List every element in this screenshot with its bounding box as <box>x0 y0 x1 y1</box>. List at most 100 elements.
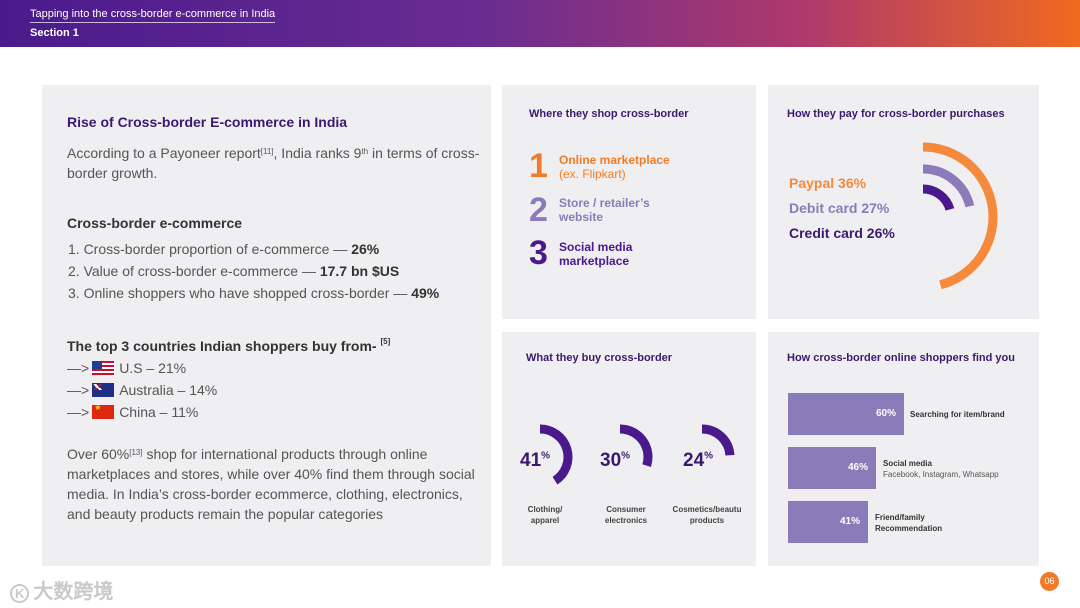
page-number: 06 <box>1040 572 1059 591</box>
category-unit: % <box>704 450 714 462</box>
us-flag-icon <box>92 361 115 375</box>
find-label-text: Social media <box>883 459 932 468</box>
category-label-line1: Consumer <box>606 505 646 514</box>
category-number: 30 <box>600 450 622 471</box>
countries-heading: The top 3 countries Indian shoppers buy … <box>67 337 391 354</box>
category-arc <box>619 424 653 468</box>
category-arc <box>539 424 573 485</box>
pay-arc <box>922 184 955 211</box>
cb-heading: Cross-border e-commerce <box>67 215 243 231</box>
panel-title: What they buy cross-border <box>526 352 673 364</box>
category-label-line1: Cosmetics/beautu <box>672 505 742 514</box>
category-label-line2: electronics <box>604 516 648 525</box>
find-label: Searching for item/brand <box>910 409 1005 420</box>
find-bar: 46% <box>788 447 876 489</box>
payment-arc-chart <box>922 142 998 290</box>
panel-title: How they pay for cross-border purchases <box>787 108 1005 120</box>
category-number: 24 <box>683 450 705 471</box>
cb-item-text: 3. Online shoppers who have shopped cros… <box>68 285 412 301</box>
find-bar: 60% <box>788 393 904 435</box>
pay-label: Paypal 36% <box>789 175 867 191</box>
category-arc-chart <box>539 424 735 485</box>
shop-label-line2: website <box>559 210 604 224</box>
category-arc <box>701 424 735 456</box>
cb-item: 3. Online shoppers who have shopped cros… <box>68 285 439 301</box>
country-text: Australia – 14% <box>119 382 218 398</box>
country-text: U.S – 21% <box>119 360 187 376</box>
arrow-icon: —> <box>67 382 90 398</box>
how-they-pay-panel: How they pay for cross-border purchases … <box>768 85 1039 319</box>
category-unit: % <box>541 450 551 462</box>
pay-arc <box>922 142 998 290</box>
category-label: Consumer electronics <box>589 504 663 526</box>
intro-text-b: , India ranks 9 <box>273 145 362 161</box>
category-percent: 24% <box>683 450 713 472</box>
intro-paragraph: According to a Payoneer report[11], Indi… <box>67 143 482 183</box>
section-label: Section 1 <box>30 27 79 39</box>
category-label: Cosmetics/beautu products <box>670 504 744 526</box>
country-text: China – 11% <box>119 404 199 420</box>
how-they-find-panel: How cross-border online shoppers find yo… <box>768 332 1039 566</box>
what-they-buy-panel: What they buy cross-border 41% 30% 24% C… <box>502 332 756 566</box>
shop-label-line1: Store / retailer’s <box>559 196 650 210</box>
category-percent: 30% <box>600 450 630 472</box>
cb-item-text: 1. Cross-border proportion of e-commerce… <box>68 241 352 257</box>
find-label-sub: Facebook, Instagram, Whatsapp <box>883 470 999 479</box>
summary-text-b: shop for international products through … <box>67 446 475 522</box>
cb-item: 2. Value of cross-border e-commerce — 17… <box>68 263 399 279</box>
summary-ref: [13] <box>129 448 143 457</box>
rank-number: 2 <box>529 191 548 229</box>
shop-label: Social media marketplace <box>559 240 632 268</box>
china-flag-icon <box>92 405 115 419</box>
find-label-text: Searching for item/brand <box>910 410 1005 419</box>
cross-border-overview-panel: Rise of Cross-border E-commerce in India… <box>42 85 491 566</box>
category-unit: % <box>621 450 631 462</box>
pay-arc <box>922 164 975 208</box>
country-item: —> Australia – 14% <box>67 382 217 398</box>
shop-label-line2: marketplace <box>559 254 630 268</box>
rank-number: 1 <box>529 147 548 185</box>
country-item: —> U.S – 21% <box>67 360 186 376</box>
find-label-sub: Recommendation <box>875 524 943 533</box>
australia-flag-icon <box>92 383 115 397</box>
category-label-line1: Clothing/ <box>527 505 563 514</box>
rank-number: 3 <box>529 234 548 272</box>
arrow-icon: —> <box>67 404 90 420</box>
find-label: Social media Facebook, Instagram, Whatsap… <box>883 458 999 480</box>
category-percent: 41% <box>520 450 550 472</box>
watermark-text: 大数跨境 <box>33 581 114 603</box>
shop-label-line2: (ex. Flipkart) <box>559 167 626 181</box>
category-label-line2: apparel <box>530 516 560 525</box>
shop-label: Store / retailer’s website <box>559 196 650 224</box>
cb-item-value: 17.7 bn $US <box>319 263 400 279</box>
cb-item: 1. Cross-border proportion of e-commerce… <box>68 241 379 257</box>
summary-paragraph: Over 60%[13] shop for international prod… <box>67 444 479 524</box>
find-bar: 41% <box>788 501 868 543</box>
cb-item-value: 26% <box>351 241 380 257</box>
header-title: Tapping into the cross-border e-commerce… <box>30 8 276 23</box>
watermark-logo: K 大数跨境 <box>10 575 113 604</box>
summary-text-a: Over 60% <box>67 446 130 462</box>
category-number: 41 <box>520 450 542 471</box>
intro-ref: [11] <box>260 147 274 156</box>
find-label: Friend/family Recommendation <box>875 512 942 534</box>
shop-label-line1: Social media <box>559 240 633 254</box>
cb-item-value: 49% <box>411 285 440 301</box>
intro-text-c: in terms of cross-border growth. <box>67 145 480 181</box>
intro-text-a: According to a Payoneer report <box>67 145 261 161</box>
pay-label: Debit card 27% <box>789 200 890 216</box>
shop-label-line1: Online marketplace <box>559 153 670 167</box>
panel-title: How cross-border online shoppers find yo… <box>787 352 1015 364</box>
countries-heading-text: The top 3 countries Indian shoppers buy … <box>67 338 381 354</box>
intro-sup: th <box>361 147 369 156</box>
country-item: —> China – 11% <box>67 404 198 420</box>
find-label-text: Friend/family <box>875 513 925 522</box>
panel-title: Rise of Cross-border E-commerce in India <box>67 114 348 130</box>
panel-title: Where they shop cross-border <box>529 108 689 120</box>
header-banner: Tapping into the cross-border e-commerce… <box>0 0 1080 47</box>
countries-ref: [5] <box>380 337 391 346</box>
cb-item-text: 2. Value of cross-border e-commerce — <box>68 263 320 279</box>
category-label: Clothing/apparel <box>508 504 582 526</box>
shop-label: Online marketplace (ex. Flipkart) <box>559 153 670 181</box>
category-label-line2: products <box>689 516 725 525</box>
